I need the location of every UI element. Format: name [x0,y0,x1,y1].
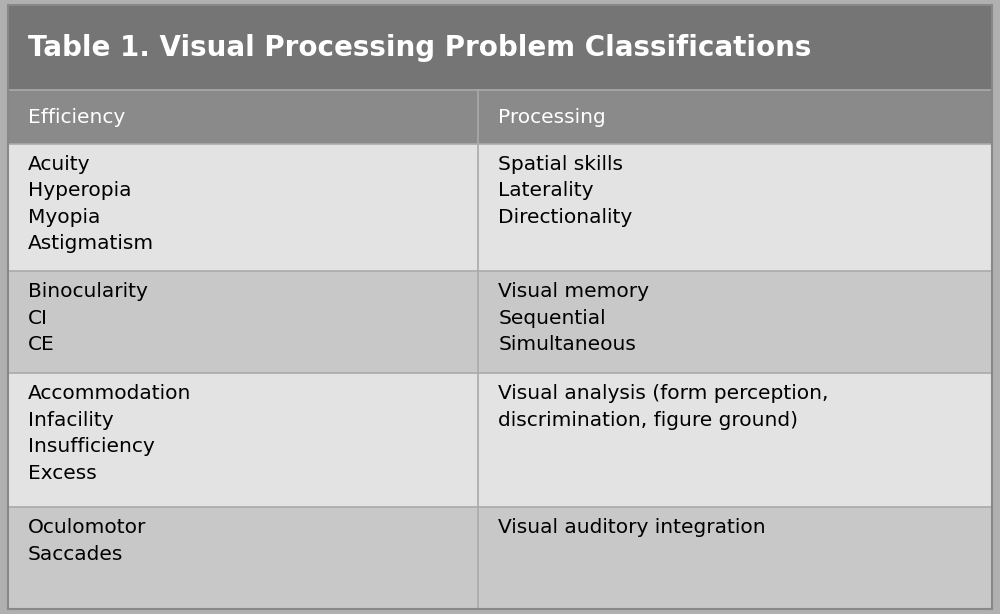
Bar [8,144,478,271]
Bar [8,373,478,507]
Text: Binocularity
CI
CE: Binocularity CI CE [28,282,148,354]
Text: Visual analysis (form perception,
discrimination, figure ground): Visual analysis (form perception, discri… [498,384,829,430]
Bar [8,271,478,373]
Bar [478,507,992,609]
Bar [478,144,992,271]
Bar [478,373,992,507]
Bar [478,90,992,144]
Text: Visual auditory integration: Visual auditory integration [498,518,766,537]
Text: Efficiency: Efficiency [28,107,125,126]
Text: Spatial skills
Laterality
Directionality: Spatial skills Laterality Directionality [498,155,633,227]
Text: Accommodation
Infacility
Insufficiency
Excess: Accommodation Infacility Insufficiency E… [28,384,191,483]
Text: Table 1. Visual Processing Problem Classifications: Table 1. Visual Processing Problem Class… [28,34,811,61]
Text: Acuity
Hyperopia
Myopia
Astigmatism: Acuity Hyperopia Myopia Astigmatism [28,155,154,253]
Bar [478,271,992,373]
Bar [8,507,478,609]
Text: Processing: Processing [498,107,606,126]
Text: Oculomotor
Saccades: Oculomotor Saccades [28,518,146,564]
Text: Visual memory
Sequential
Simultaneous: Visual memory Sequential Simultaneous [498,282,649,354]
Bar [8,5,992,90]
Bar [8,90,478,144]
